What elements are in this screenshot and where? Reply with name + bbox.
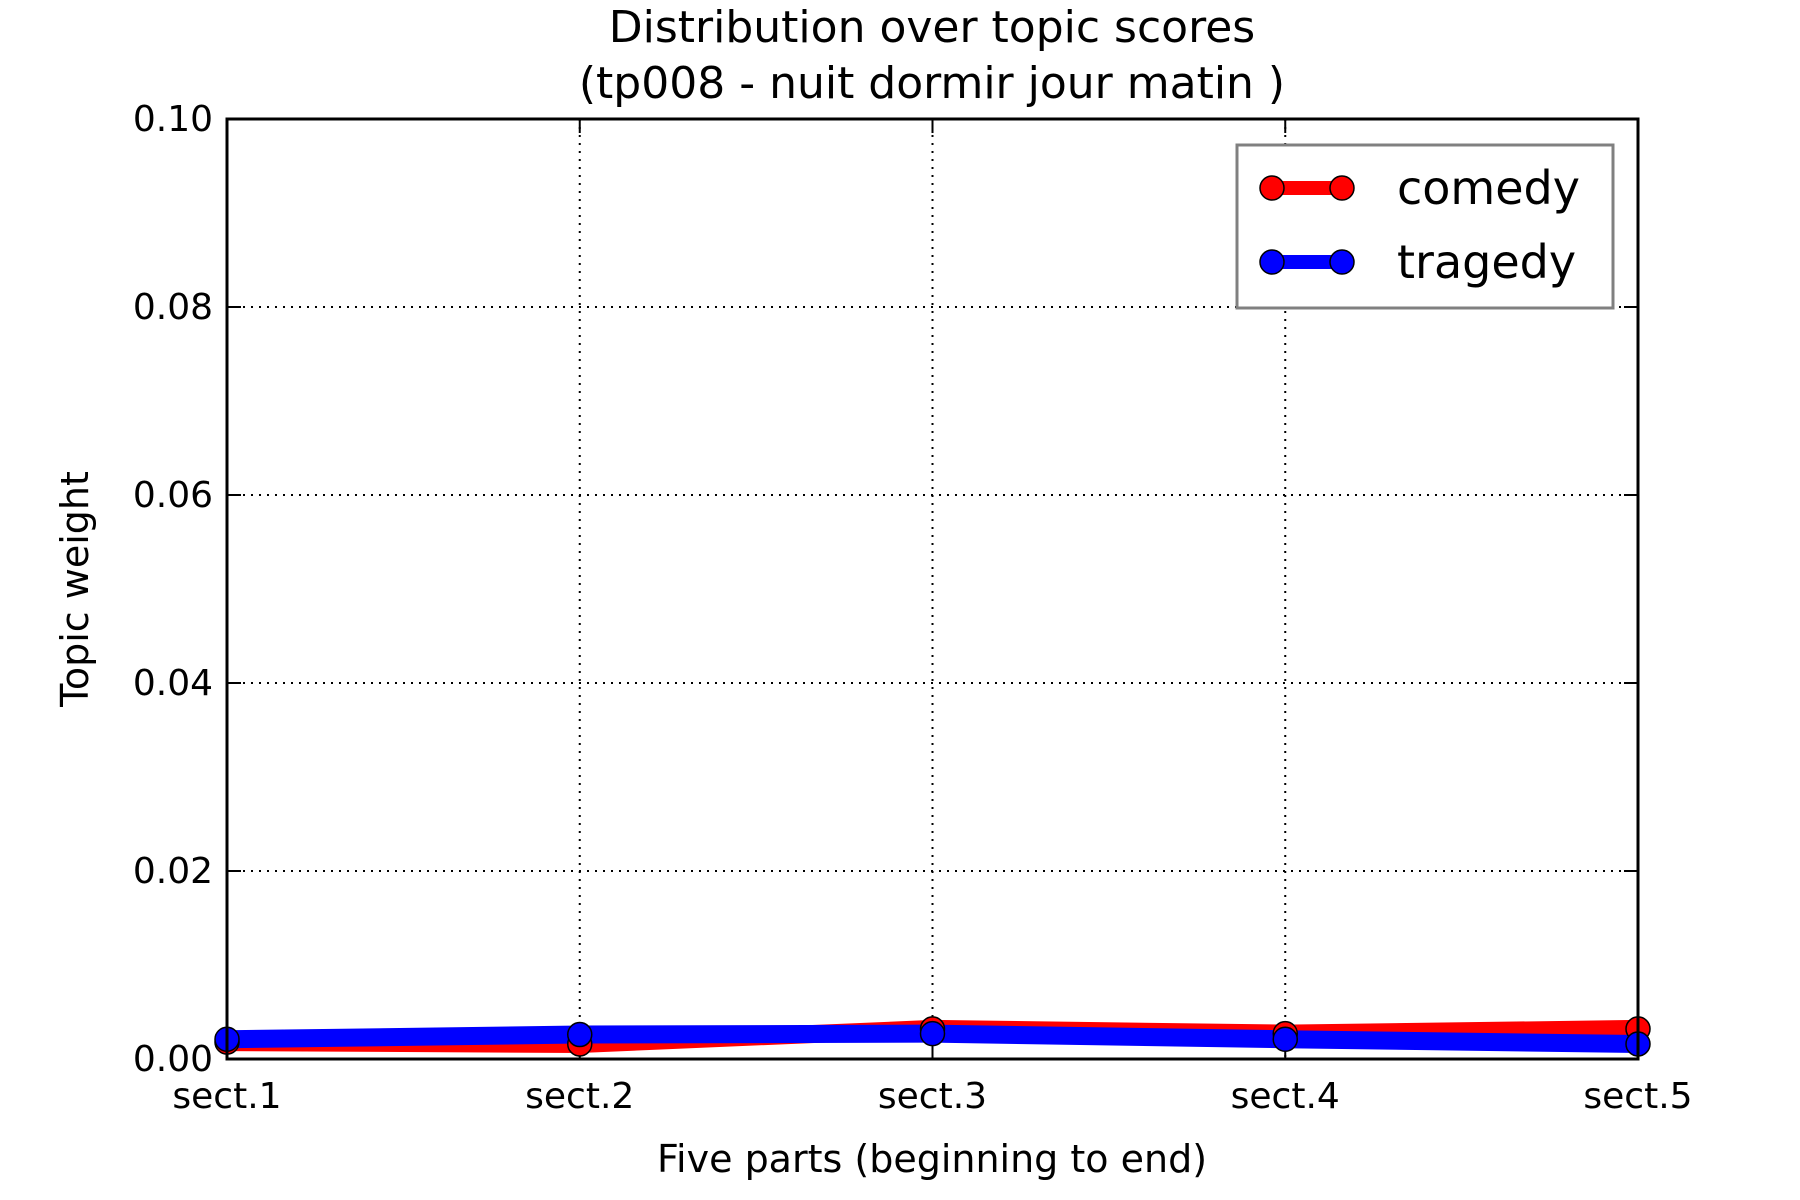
chart-title: Distribution over topic scores [609, 2, 1255, 53]
y-tick-label: 0.04 [133, 663, 213, 704]
data-point-tragedy [567, 1021, 593, 1048]
x-tick-label: sect.3 [878, 1076, 987, 1117]
plot-frame [225, 117, 1640, 1061]
data-point-tragedy [1272, 1026, 1298, 1053]
x-tick-label: sect.5 [1583, 1076, 1692, 1117]
legend-label-tragedy: tragedy [1397, 235, 1576, 289]
grid-lines [227, 119, 1638, 1059]
y-tick-label: 0.00 [133, 1039, 213, 1080]
x-axis-ticks: sect.1 sect.2 sect.3 sect.4 sect.5 [172, 119, 1693, 1117]
legend-marker-tragedy [1259, 249, 1285, 275]
y-tick-label: 0.10 [133, 99, 213, 140]
legend-label-comedy: comedy [1397, 161, 1580, 215]
y-tick-label: 0.02 [133, 851, 213, 892]
y-tick-label: 0.08 [133, 287, 213, 328]
x-tick-label: sect.2 [525, 1076, 634, 1117]
legend-marker-comedy [1329, 175, 1355, 201]
x-tick-label: sect.1 [172, 1076, 281, 1117]
x-tick-label: sect.4 [1231, 1076, 1340, 1117]
y-axis-ticks: 0.00 0.02 0.04 0.06 0.08 0.10 [133, 99, 1638, 1080]
legend-box [1235, 143, 1615, 310]
legend-marker-comedy [1259, 175, 1285, 201]
y-axis-label: Topic weight [53, 471, 97, 708]
legend-marker-tragedy [1329, 249, 1355, 275]
x-axis-label: Five parts (beginning to end) [657, 1137, 1207, 1181]
chart-subtitle: (tp008 - nuit dormir jour matin ) [579, 58, 1285, 109]
legend: comedy tragedy [1235, 143, 1615, 310]
data-point-tragedy [919, 1020, 946, 1047]
series-lines [214, 1016, 1651, 1057]
y-tick-label: 0.06 [133, 475, 213, 516]
